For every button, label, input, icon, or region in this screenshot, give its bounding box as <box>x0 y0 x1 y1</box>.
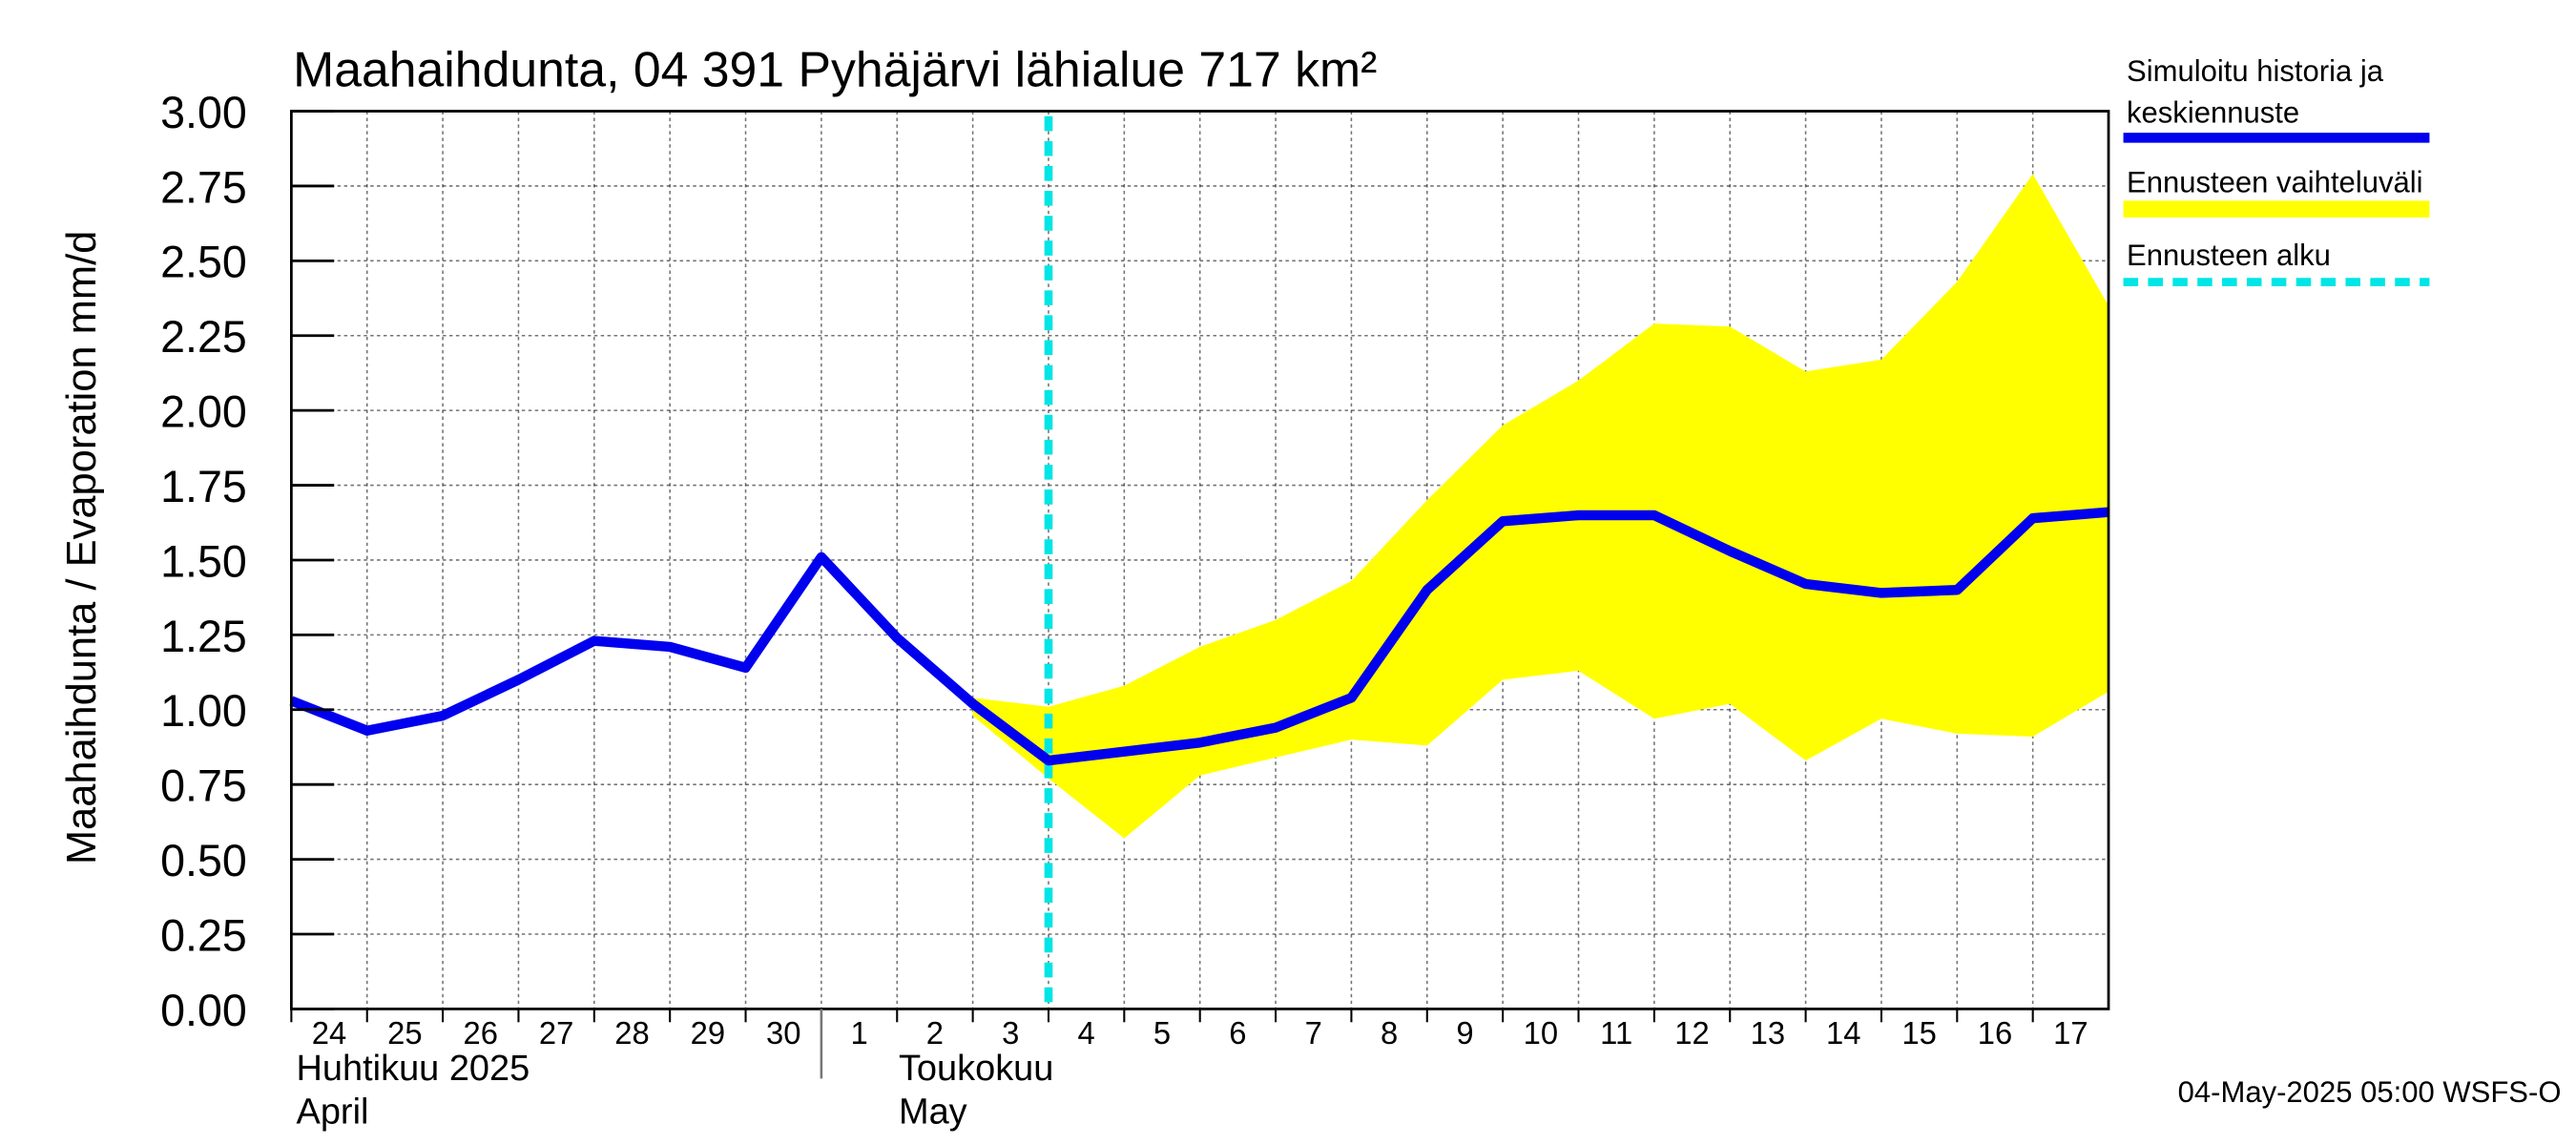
x-tick-label: 27 <box>539 1015 573 1051</box>
forecast-range-area <box>972 174 2109 839</box>
series-lines <box>289 115 2109 1010</box>
legend-start-label: Ennusteen alku <box>2127 239 2331 272</box>
x-tick-label: 26 <box>464 1015 498 1051</box>
x-tick-label: 13 <box>1751 1015 1785 1051</box>
y-tick-label: 1.00 <box>160 686 247 736</box>
x-tick-label: 24 <box>312 1015 346 1051</box>
y-tick-label: 0.25 <box>160 910 247 960</box>
x-axis-ticks: 24 25 26 27 28 29 30 1 2 3 4 5 6 7 8 9 10 11 12 13 14 15 16 17 <box>290 1009 2088 1079</box>
legend-sim-label-line2: keskiennuste <box>2127 96 2299 130</box>
month-label-april-en: April <box>297 1092 369 1132</box>
x-tick-label: 16 <box>1978 1015 2012 1051</box>
legend: Simuloitu historia ja keskiennuste Ennus… <box>2123 54 2430 286</box>
x-tick-label: 3 <box>1002 1015 1019 1051</box>
x-tick-label: 14 <box>1826 1015 1860 1051</box>
y-tick-label: 1.25 <box>160 612 247 661</box>
x-tick-label: 29 <box>691 1015 725 1051</box>
simulated-mean-line <box>289 507 2109 766</box>
month-label-may-fi: Toukokuu <box>899 1049 1053 1089</box>
x-tick-label: 17 <box>2053 1015 2088 1051</box>
x-tick-label: 6 <box>1229 1015 1246 1051</box>
x-tick-label: 4 <box>1078 1015 1095 1051</box>
x-tick-label: 5 <box>1153 1015 1171 1051</box>
x-tick-label: 2 <box>926 1015 944 1051</box>
chart-title: Maahaihdunta, 04 391 Pyhäjärvi lähialue … <box>293 42 1377 97</box>
x-tick-label: 9 <box>1456 1015 1473 1051</box>
y-axis-ticks: 0.00 0.25 0.50 0.75 1.00 1.25 1.50 1.75 2.00 2.25… <box>160 88 335 1035</box>
x-tick-label: 30 <box>766 1015 800 1051</box>
x-tick-label: 15 <box>1901 1015 1936 1051</box>
y-tick-label: 2.00 <box>160 386 247 436</box>
legend-range-label: Ennusteen vaihteluväli <box>2127 166 2423 199</box>
month-label-april-fi: Huhtikuu 2025 <box>297 1049 530 1089</box>
x-tick-label: 28 <box>614 1015 649 1051</box>
x-tick-label: 12 <box>1674 1015 1709 1051</box>
y-axis-label: Maahaihdunta / Evaporation mm/d <box>59 231 105 865</box>
x-tick-label: 25 <box>387 1015 422 1051</box>
grid-lines <box>291 111 2109 1010</box>
footer-timestamp: 04-May-2025 05:00 WSFS-O <box>2178 1075 2562 1109</box>
x-tick-label: 7 <box>1305 1015 1322 1051</box>
forecast-range-band <box>972 174 2109 839</box>
y-tick-label: 0.50 <box>160 836 247 885</box>
y-tick-label: 0.75 <box>160 760 247 810</box>
y-tick-label: 1.75 <box>160 462 247 511</box>
y-tick-label: 2.50 <box>160 238 247 287</box>
y-tick-label: 0.00 <box>160 986 247 1035</box>
x-tick-label: 10 <box>1524 1015 1558 1051</box>
y-tick-label: 3.00 <box>160 88 247 137</box>
y-tick-label: 1.50 <box>160 536 247 586</box>
x-tick-label: 11 <box>1600 1015 1632 1051</box>
month-label-may-en: May <box>899 1092 967 1132</box>
legend-sim-label-line1: Simuloitu historia ja <box>2127 54 2384 88</box>
y-tick-label: 2.75 <box>160 162 247 212</box>
x-tick-label: 1 <box>850 1015 867 1051</box>
y-tick-label: 2.25 <box>160 312 247 362</box>
x-tick-label: 8 <box>1381 1015 1398 1051</box>
